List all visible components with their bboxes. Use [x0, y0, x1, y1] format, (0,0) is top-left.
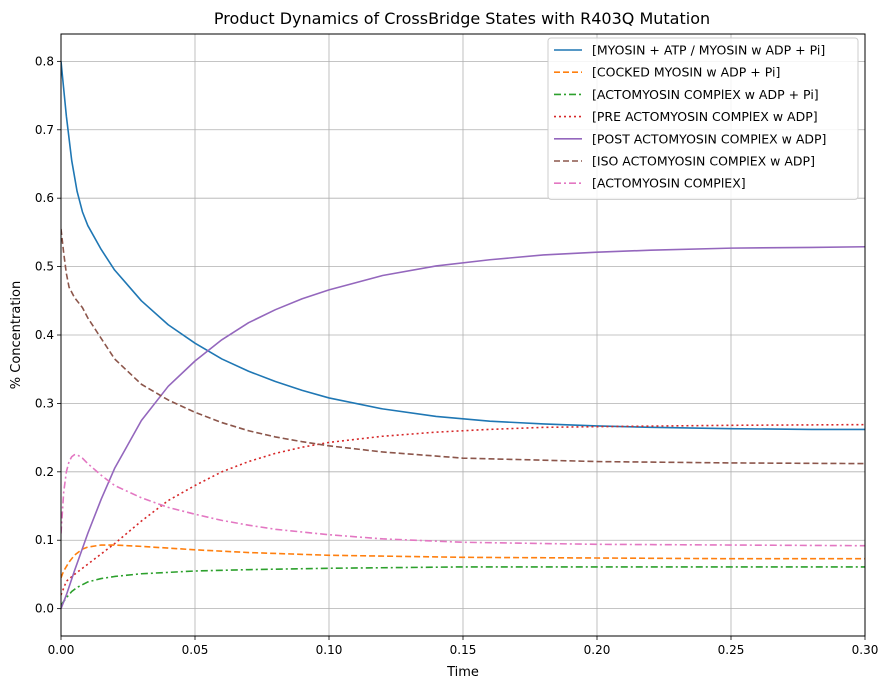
y-tick-label: 0.7 [35, 123, 54, 137]
x-tick-label: 0.20 [584, 643, 611, 657]
x-axis-label: Time [446, 665, 479, 680]
legend-label: [ACTOMYOSIN COMPlEX] [592, 176, 746, 191]
legend-label: [ISO ACTOMYOSIN COMPlEX w ADP] [592, 154, 815, 169]
legend-label: [COCKED MYOSIN w ADP + Pi] [592, 65, 780, 80]
legend-label: [PRE ACTOMYOSIN COMPlEX w ADP] [592, 109, 818, 124]
chart-title: Product Dynamics of CrossBridge States w… [214, 9, 710, 28]
y-tick-label: 0.4 [35, 328, 54, 342]
y-tick-label: 0.0 [35, 602, 54, 616]
series-line-5 [61, 245, 865, 609]
legend-label: [POST ACTOMYOSIN COMPlEX w ADP] [592, 131, 826, 146]
y-tick-label: 0.1 [35, 533, 54, 547]
x-tick-label: 0.15 [450, 643, 477, 657]
x-tick-label: 0.00 [48, 643, 75, 657]
y-tick-label: 0.3 [35, 396, 54, 410]
series-line-6 [61, 228, 865, 465]
grid-lines [60, 34, 866, 636]
y-axis-label: % Concentration [9, 281, 24, 389]
series-line-1 [61, 61, 865, 431]
y-tick-label: 0.8 [35, 54, 54, 68]
series-layer [61, 61, 865, 609]
legend-label: [MYOSIN + ATP / MYOSIN w ADP + Pi] [592, 43, 825, 58]
axis-ticks: 0.00 0.05 0.10 0.15 0.20 0.25 0.30 0.0 0.1 0.2 0.3… [35, 54, 878, 657]
series-line-3 [61, 566, 865, 606]
series-line-2 [61, 544, 865, 579]
legend-label: [ACTOMYOSIN COMPlEX w ADP + Pi] [592, 87, 819, 102]
legend-box [547, 37, 859, 200]
series-line-7 [61, 453, 865, 547]
legend: [MYOSIN + ATP / MYOSIN w ADP + Pi] [COCKE… [547, 37, 859, 200]
y-tick-label: 0.2 [35, 465, 54, 479]
x-tick-label: 0.30 [852, 643, 879, 657]
x-tick-label: 0.05 [182, 643, 209, 657]
x-tick-label: 0.10 [316, 643, 343, 657]
y-tick-label: 0.5 [35, 260, 54, 274]
x-tick-label: 0.25 [718, 643, 745, 657]
y-tick-label: 0.6 [35, 191, 54, 205]
